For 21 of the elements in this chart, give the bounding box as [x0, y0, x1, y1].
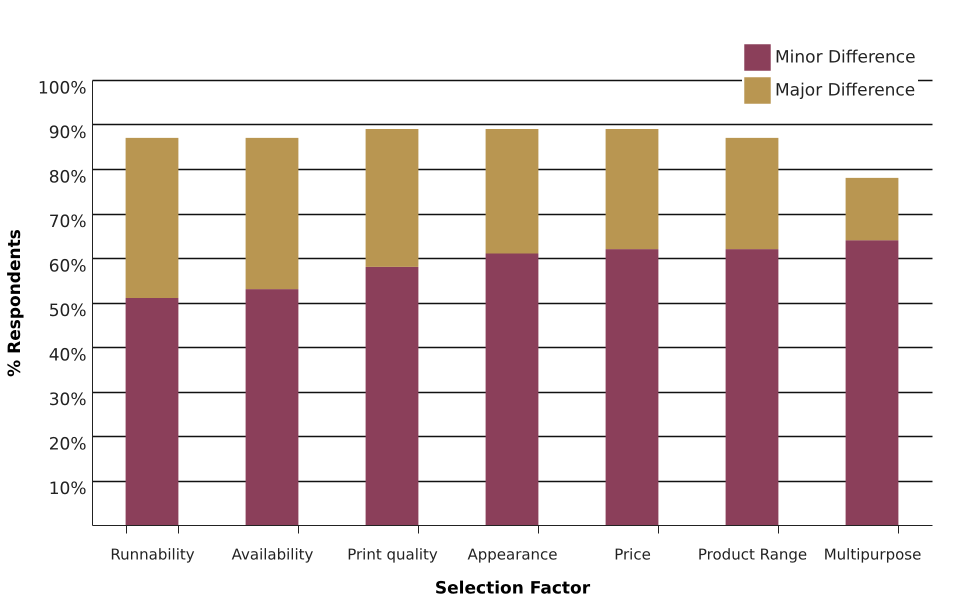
y-axis-title: % Respondents [4, 229, 25, 377]
y-tick-label: 90% [48, 123, 86, 143]
y-tick-label: 80% [48, 168, 86, 188]
x-tick-label: Runnability [110, 546, 195, 564]
y-tick-label: 30% [48, 390, 86, 410]
legend-label: Minor Difference [775, 48, 916, 68]
legend-label: Major Difference [775, 80, 916, 100]
x-axis-title: Selection Factor [434, 578, 591, 598]
x-tick-label: Product Range [698, 546, 808, 564]
y-tick-label: 10% [48, 479, 86, 499]
x-tick-label: Price [614, 546, 651, 564]
y-tick-label: 70% [48, 212, 86, 232]
x-tick-label: Availability [232, 546, 314, 564]
y-tick-label: 60% [48, 256, 86, 276]
x-tick-label: Appearance [467, 546, 558, 564]
y-tick-label: 50% [48, 301, 86, 321]
y-tick-label: 100% [38, 78, 86, 98]
x-tick-label: Multipurpose [824, 546, 922, 564]
y-tick-label: 20% [48, 434, 86, 454]
x-tick-label: Print quality [347, 546, 438, 564]
y-tick-label: 40% [48, 346, 86, 366]
